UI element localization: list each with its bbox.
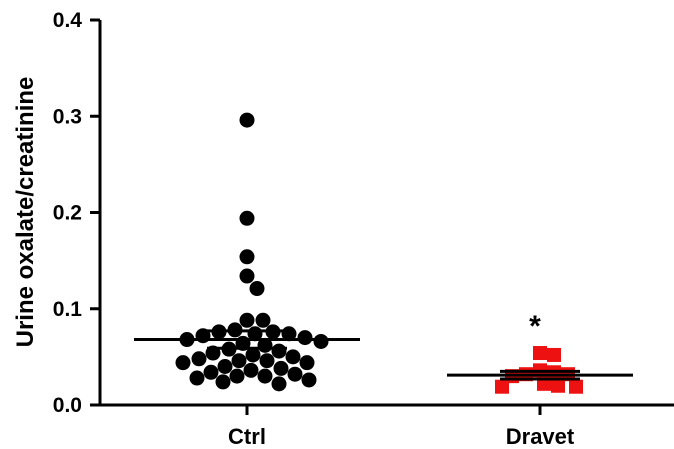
category-label-dravet: Dravet	[506, 424, 575, 449]
data-point-dravet	[569, 379, 583, 394]
axes	[98, 20, 674, 407]
data-point-ctrl	[215, 374, 231, 390]
data-point-ctrl	[217, 359, 233, 374]
data-point-ctrl	[255, 312, 271, 328]
data-point-ctrl	[239, 210, 255, 226]
data-point-ctrl	[203, 364, 219, 380]
data-point-ctrl	[239, 268, 255, 284]
significance-marker: *	[529, 310, 541, 343]
data-point-ctrl	[231, 353, 247, 369]
data-point-dravet	[495, 379, 509, 394]
mean-lines	[134, 329, 633, 381]
data-points	[175, 112, 583, 394]
data-point-ctrl	[175, 355, 191, 371]
data-point-dravet	[533, 346, 547, 361]
data-point-ctrl	[287, 366, 303, 382]
category-labels: Ctrl Dravet	[228, 405, 575, 449]
data-point-ctrl	[257, 368, 273, 384]
data-point-ctrl	[301, 372, 317, 388]
data-point-ctrl	[239, 312, 255, 328]
y-axis-title: Urine oxalate/creatinine	[12, 77, 39, 348]
data-point-ctrl	[271, 343, 287, 359]
y-tick-label: 0.2	[53, 202, 82, 225]
data-point-ctrl	[239, 249, 255, 265]
data-point-ctrl	[313, 333, 329, 349]
data-point-ctrl	[297, 330, 313, 346]
y-ticks: 0.0 0.1 0.2 0.3 0.4	[53, 9, 100, 417]
data-point-ctrl	[245, 347, 261, 363]
data-point-ctrl	[259, 353, 275, 369]
data-point-ctrl	[271, 376, 287, 392]
data-point-ctrl	[273, 360, 289, 376]
data-point-ctrl	[285, 349, 301, 365]
data-point-ctrl	[229, 368, 245, 384]
y-tick-label: 0.1	[53, 298, 83, 321]
data-point-ctrl	[249, 281, 265, 297]
data-point-dravet	[547, 347, 561, 362]
data-point-ctrl	[191, 351, 207, 367]
data-point-ctrl	[299, 355, 315, 371]
data-point-dravet	[551, 378, 565, 393]
y-tick-label: 0.4	[53, 9, 83, 32]
annotations: *	[529, 310, 541, 343]
y-tick-label: 0.0	[53, 394, 82, 417]
data-point-ctrl	[243, 362, 259, 378]
category-label-ctrl: Ctrl	[228, 424, 266, 449]
data-point-ctrl	[239, 112, 255, 128]
y-tick-label: 0.3	[53, 105, 82, 128]
data-point-ctrl	[189, 370, 205, 386]
